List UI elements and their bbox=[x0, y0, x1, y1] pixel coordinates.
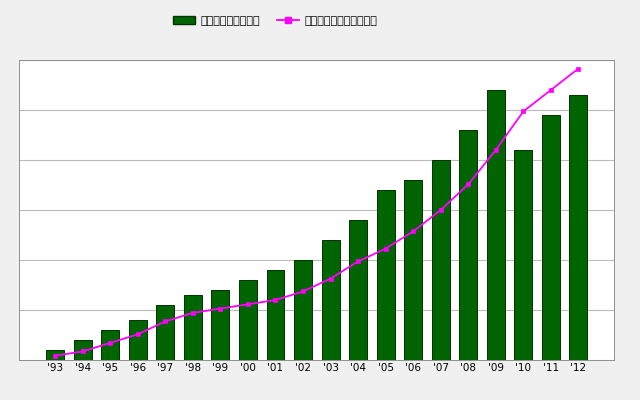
Bar bbox=[487, 90, 505, 360]
Legend: 累積助成件数（件）, 累積助成金金額（億円）: 累積助成件数（件）, 累積助成金金額（億円） bbox=[168, 12, 382, 30]
Bar bbox=[515, 150, 532, 360]
Bar bbox=[101, 330, 119, 360]
Bar bbox=[542, 115, 560, 360]
Bar bbox=[156, 305, 174, 360]
Bar bbox=[211, 290, 229, 360]
Bar bbox=[184, 295, 202, 360]
Bar bbox=[349, 220, 367, 360]
Bar bbox=[432, 160, 450, 360]
Bar bbox=[129, 320, 147, 360]
Bar bbox=[377, 190, 395, 360]
Bar bbox=[239, 280, 257, 360]
Bar bbox=[460, 130, 477, 360]
Bar bbox=[404, 180, 422, 360]
Bar bbox=[322, 240, 339, 360]
Bar bbox=[266, 270, 284, 360]
Bar bbox=[46, 350, 64, 360]
Bar bbox=[294, 260, 312, 360]
Bar bbox=[570, 95, 588, 360]
Bar bbox=[74, 340, 92, 360]
